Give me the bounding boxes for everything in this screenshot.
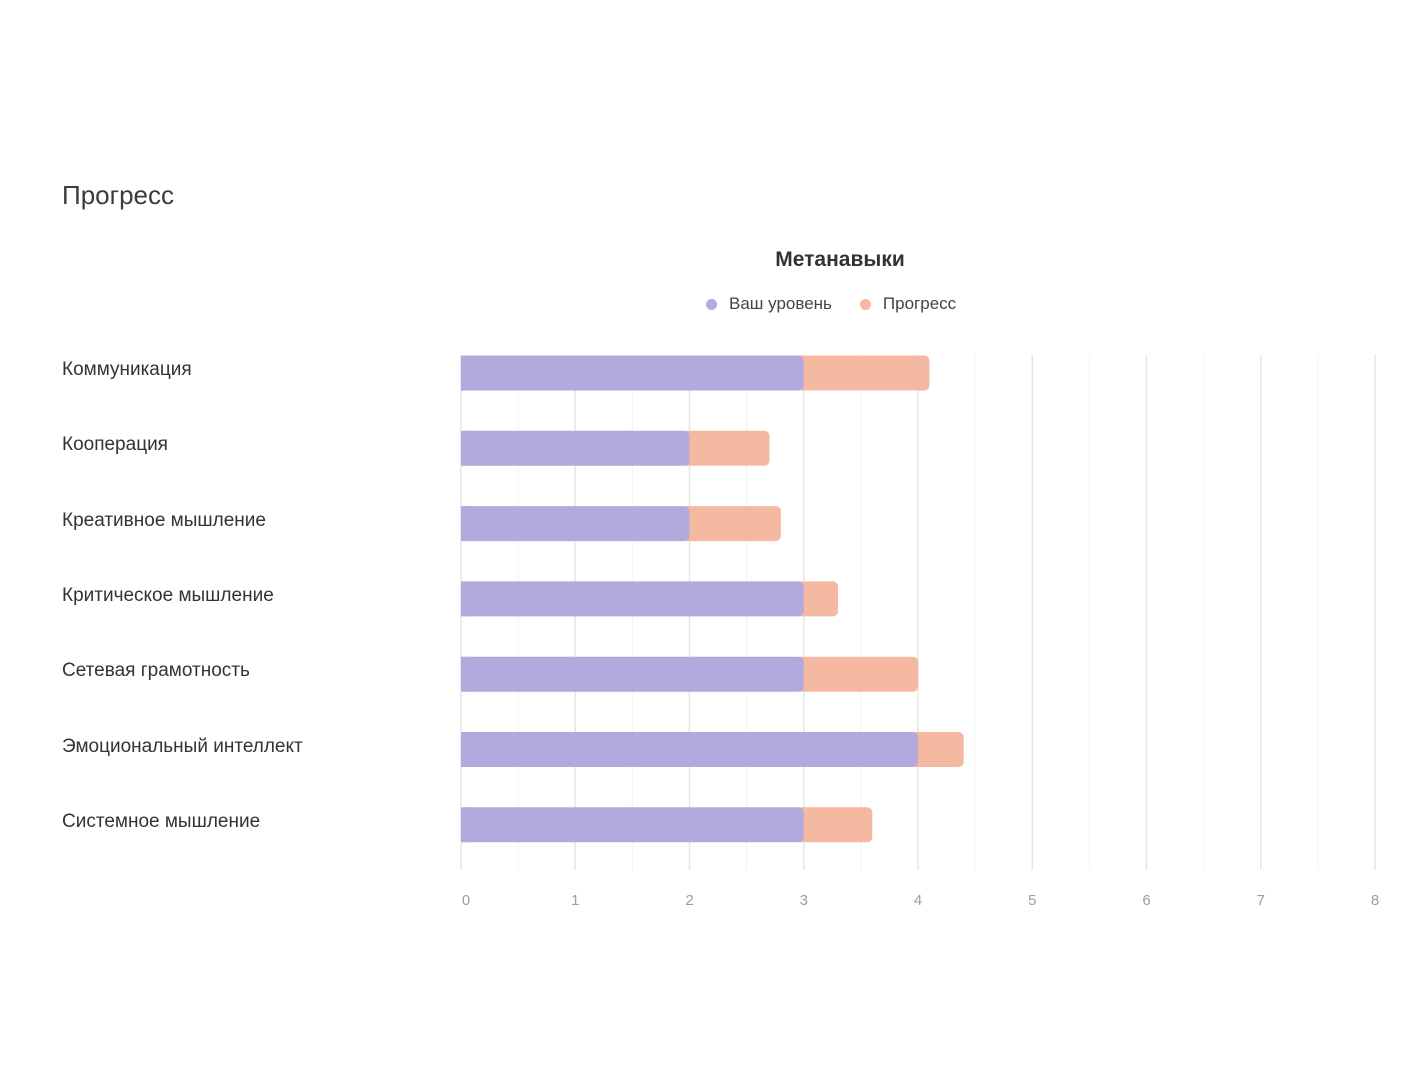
category-label: Сетевая грамотность (62, 660, 250, 682)
bar-level-left-edge (461, 430, 469, 466)
legend-label-progress: Прогресс (882, 294, 957, 313)
bar-level[interactable] (461, 656, 804, 692)
bar-level[interactable] (461, 732, 918, 767)
chart-title: Метанавыки (775, 248, 905, 271)
bar-level[interactable] (461, 506, 690, 542)
bars (461, 355, 964, 843)
chart-legend: Ваш уровень Прогресс (706, 294, 956, 314)
bar-level-left-edge (461, 506, 469, 542)
bar-level-left-edge (461, 656, 469, 692)
bar-progress[interactable] (910, 732, 964, 767)
legend-dot-level-icon (706, 298, 717, 310)
x-tick-label: 8 (1371, 892, 1379, 909)
x-tick-label: 3 (800, 892, 808, 909)
bar-level-left-edge (461, 732, 469, 767)
x-tick-label: 6 (1142, 892, 1150, 909)
page-title: Прогресс (62, 180, 175, 210)
bar-progress[interactable] (795, 355, 930, 391)
bar-level[interactable] (461, 807, 804, 843)
category-label: Кооперация (62, 434, 168, 456)
bar-progress[interactable] (795, 807, 873, 843)
bar-progress[interactable] (795, 656, 918, 692)
bar-progress[interactable] (681, 506, 781, 542)
bar-level[interactable] (461, 355, 804, 391)
x-tick-label: 7 (1257, 892, 1265, 909)
x-tick-label: 1 (571, 892, 579, 909)
category-label: Креативное мышление (62, 509, 266, 531)
legend-item-progress[interactable]: Прогресс (859, 294, 957, 314)
bar-level-left-edge (461, 355, 469, 391)
bar-progress[interactable] (681, 430, 770, 466)
x-axis-ticks: 0 1 2 3 4 5 6 7 8 (462, 892, 1379, 909)
legend-dot-progress-icon (859, 298, 871, 310)
bar-level-left-edge (461, 581, 469, 617)
x-tick-label: 5 (1028, 892, 1036, 909)
category-label: Системное мышление (62, 810, 261, 832)
x-tick-label: 2 (685, 892, 693, 909)
category-label: Эмоциональный интеллект (62, 735, 303, 757)
x-tick-label: 4 (914, 892, 922, 909)
bar-level-left-edge (461, 807, 469, 843)
category-label: Коммуникация (62, 359, 192, 380)
bar-progress[interactable] (795, 581, 839, 617)
legend-label-level: Ваш уровень (729, 294, 832, 313)
bar-level[interactable] (461, 430, 690, 466)
bar-level[interactable] (461, 581, 804, 617)
legend-item-level[interactable]: Ваш уровень (706, 294, 832, 314)
category-label: Критическое мышление (62, 584, 274, 606)
x-tick-label: 0 (462, 892, 470, 909)
